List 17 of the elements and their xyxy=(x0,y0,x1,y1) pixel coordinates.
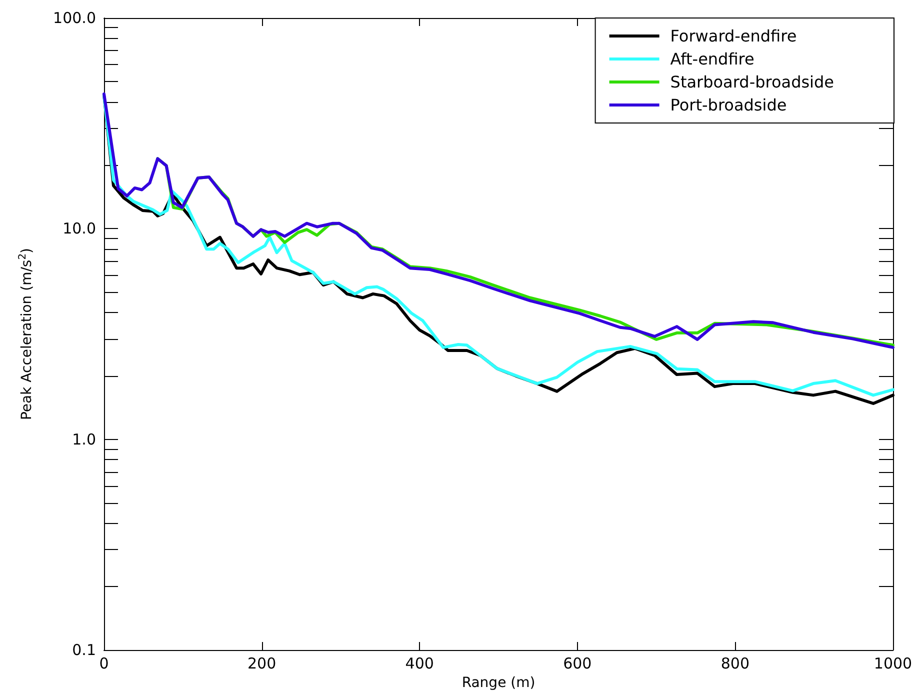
x-tick-label: 200 xyxy=(247,654,276,672)
y-tick-label: 1.0 xyxy=(72,430,96,448)
legend-label: Aft-endfire xyxy=(670,50,754,68)
y-tick-label: 100.0 xyxy=(53,9,96,27)
legend-label: Forward-endfire xyxy=(670,26,797,46)
x-tick-label: 600 xyxy=(563,654,592,672)
x-tick-label: 400 xyxy=(405,654,434,672)
y-tick-label: 0.1 xyxy=(72,641,96,659)
x-tick-label: 0 xyxy=(99,654,109,672)
x-axis-title: Range (m) xyxy=(462,674,536,691)
x-tick-label: 800 xyxy=(720,654,750,672)
x-tick-label: 1000 xyxy=(874,654,912,672)
legend-label: Starboard-broadside xyxy=(670,72,834,92)
line-series xyxy=(102,92,894,349)
y-tick-label: 10.0 xyxy=(62,220,96,238)
legend-label: Port-broadside xyxy=(670,96,787,114)
y-axis-title: Peak Acceleration (m/s2) xyxy=(18,248,35,420)
